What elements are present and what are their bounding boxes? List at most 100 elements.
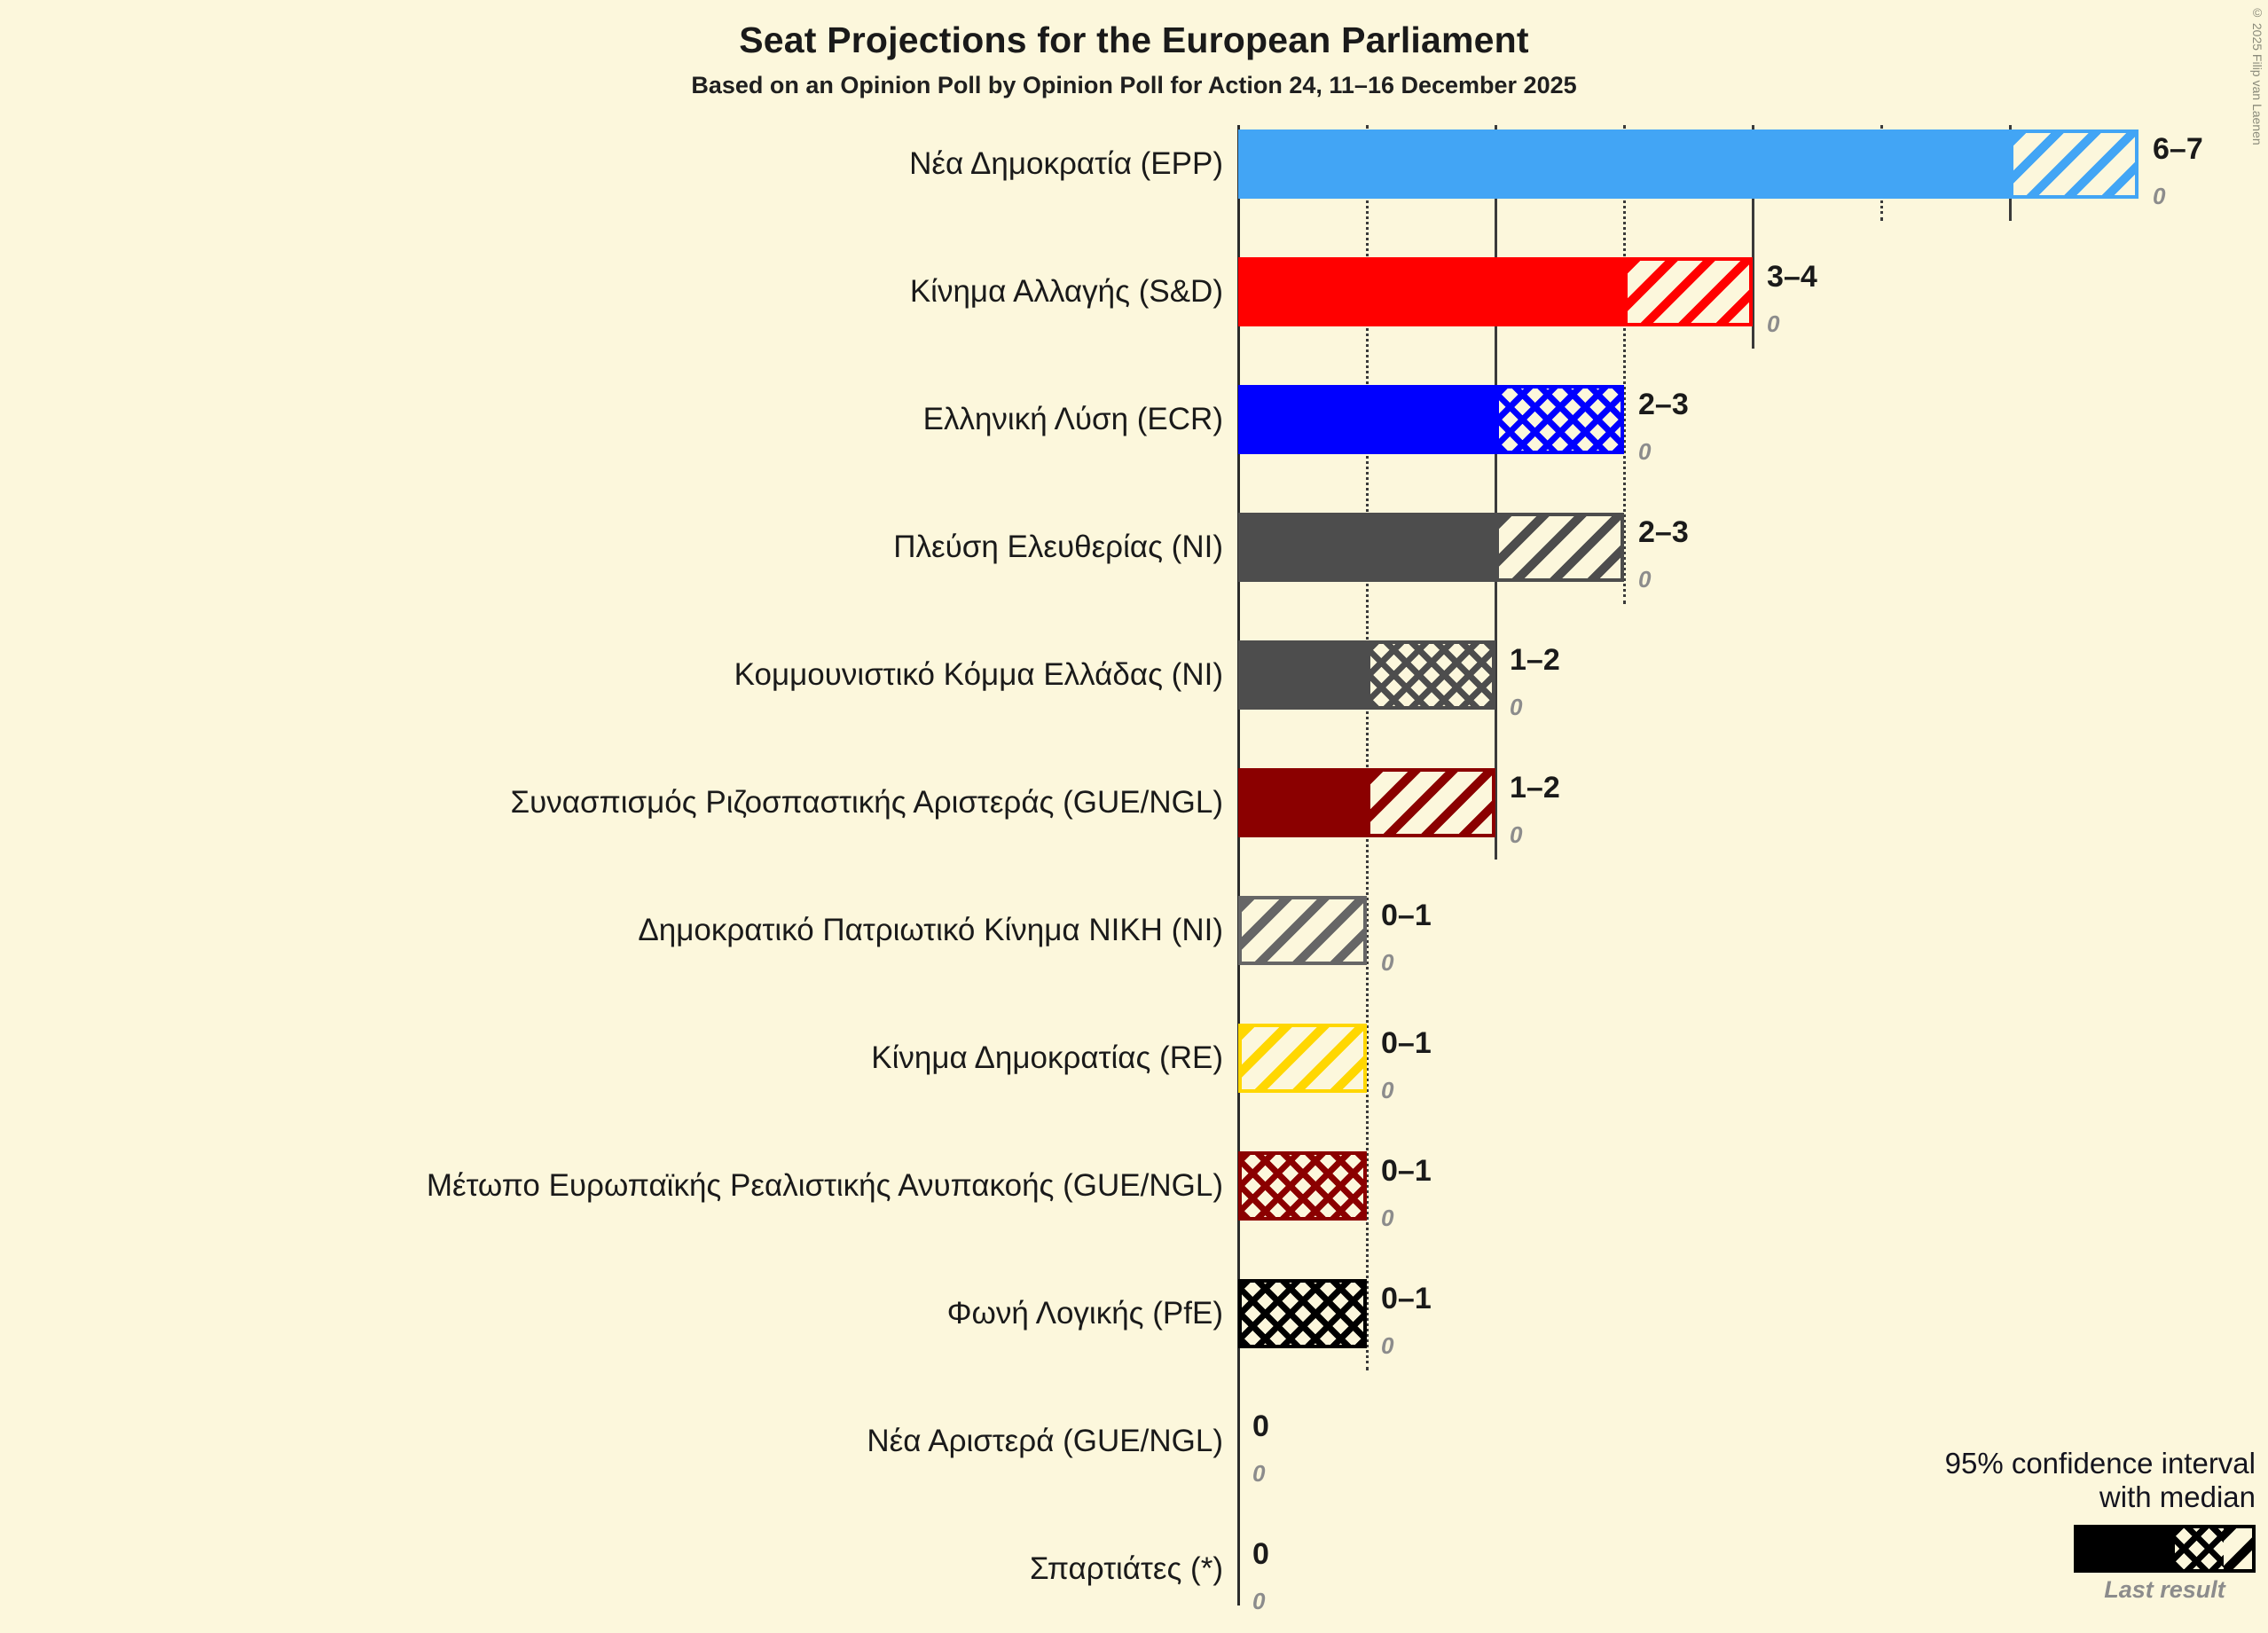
value-stack: 0–1 0 bbox=[1381, 1154, 1432, 1230]
party-label: Κίνημα Δημοκρατίας (RE) bbox=[871, 1040, 1223, 1075]
seat-range-label: 6–7 bbox=[2153, 132, 2203, 166]
chart-row: Συνασπισμός Ριζοσπαστικής Αριστεράς (GUE… bbox=[0, 739, 2268, 867]
bar-zone: 2–3 0 bbox=[1238, 356, 2268, 483]
chart-row: Νέα Αριστερά (GUE/NGL) 0 0 bbox=[0, 1378, 2268, 1505]
last-result-label: 0 bbox=[1638, 566, 1652, 593]
chart-row: Μέτωπο Ευρωπαϊκής Ρεαλιστικής Ανυπακοής … bbox=[0, 1122, 2268, 1250]
last-result-label: 0 bbox=[1510, 821, 1523, 848]
gridline-seat-4 bbox=[1752, 125, 1754, 349]
chart-row: Ελληνική Λύση (ECR) 2–3 0 bbox=[0, 356, 2268, 483]
chart-row: Πλεύση Ελευθερίας (NI) 2–3 0 bbox=[0, 483, 2268, 611]
chart-subtitle: Based on an Opinion Poll by Opinion Poll… bbox=[691, 72, 1577, 98]
chart-row: Νέα Δημοκρατία (EPP) 6–7 0 bbox=[0, 100, 2268, 228]
bar-confidence-hatch bbox=[1495, 513, 1624, 582]
seat-range-label: 0 bbox=[1252, 1537, 1269, 1571]
bar-solid bbox=[1238, 768, 1367, 837]
chart-rows: Νέα Δημοκρατία (EPP) 6–7 0 Κίνημα Αλλαγής (… bbox=[0, 100, 2268, 1633]
bar-confidence-hatch bbox=[1495, 385, 1624, 454]
bar-zone: 0–1 0 bbox=[1238, 867, 2268, 994]
legend-median-label: with median bbox=[2099, 1480, 2256, 1513]
last-result-label: 0 bbox=[1381, 949, 1394, 976]
gridline-seat-3 bbox=[1623, 125, 1626, 604]
chart-row: Κίνημα Αλλαγής (S&D) 3–4 0 bbox=[0, 228, 2268, 356]
value-stack: 3–4 0 bbox=[1767, 260, 1817, 336]
bar-zone: 1–2 0 bbox=[1238, 739, 2268, 867]
bar-confidence-hatch bbox=[1238, 1024, 1367, 1093]
gridline-seat-2 bbox=[1495, 125, 1497, 860]
party-label: Ελληνική Λύση (ECR) bbox=[922, 402, 1223, 436]
bar-solid bbox=[1238, 257, 1624, 326]
value-stack: 1–2 0 bbox=[1510, 771, 1560, 847]
bar-solid bbox=[1238, 640, 1367, 710]
gridline-seat-1 bbox=[1366, 125, 1369, 1370]
last-result-label: 0 bbox=[2153, 183, 2166, 209]
last-result-label: 0 bbox=[1381, 1205, 1394, 1231]
bar-zone: 0–1 0 bbox=[1238, 1250, 2268, 1378]
bar: 2–3 0 bbox=[1238, 513, 2268, 592]
value-stack: 0–1 0 bbox=[1381, 1282, 1432, 1358]
bar-solid bbox=[1238, 385, 1495, 454]
chart-row: Δημοκρατικό Πατριωτικό Κίνημα ΝΙΚΗ (NI) 0… bbox=[0, 867, 2268, 994]
last-result-label: 0 bbox=[1381, 1077, 1394, 1103]
value-stack: 2–3 0 bbox=[1638, 515, 1689, 592]
bar-solid bbox=[1238, 130, 2010, 199]
bar-zone: 6–7 0 bbox=[1238, 100, 2268, 228]
legend-ci-label: 95% confidence interval bbox=[1944, 1447, 2256, 1480]
bar-confidence-hatch bbox=[1238, 1151, 1367, 1221]
seat-range-label: 0 bbox=[1252, 1409, 1269, 1443]
bar-solid bbox=[1238, 513, 1495, 582]
bar-zone: 1–2 0 bbox=[1238, 611, 2268, 739]
bar: 3–4 0 bbox=[1238, 257, 2268, 336]
party-label: Νέα Δημοκρατία (EPP) bbox=[909, 146, 1223, 181]
copyright-notice: © 2025 Filip van Laenen bbox=[2250, 5, 2264, 145]
bar: 1–2 0 bbox=[1238, 768, 2268, 847]
legend-sample-bar bbox=[2074, 1525, 2256, 1573]
bar-confidence-hatch bbox=[1367, 768, 1495, 837]
party-label: Φωνή Λογικής (PfE) bbox=[946, 1296, 1223, 1331]
seat-range-label: 0–1 bbox=[1381, 1154, 1432, 1188]
party-label: Νέα Αριστερά (GUE/NGL) bbox=[867, 1424, 1223, 1458]
value-stack: 0–1 0 bbox=[1381, 1026, 1432, 1103]
chart-row: Κομμουνιστικό Κόμμα Ελλάδας (NI) 1–2 0 bbox=[0, 611, 2268, 739]
seat-range-label: 1–2 bbox=[1510, 771, 1560, 805]
bar-confidence-hatch bbox=[1624, 257, 1753, 326]
last-result-label: 0 bbox=[1767, 310, 1780, 337]
bar-confidence-hatch bbox=[1238, 1279, 1367, 1348]
legend-diagonal-sample bbox=[2224, 1528, 2252, 1569]
bar-zone: 0–1 0 bbox=[1238, 994, 2268, 1122]
party-label: Δημοκρατικό Πατριωτικό Κίνημα ΝΙΚΗ (NI) bbox=[638, 913, 1223, 947]
legend: 95% confidence interval with median Last… bbox=[1848, 1447, 2256, 1604]
party-label: Σπαρτιάτες (*) bbox=[1029, 1551, 1223, 1586]
party-label: Μέτωπο Ευρωπαϊκής Ρεαλιστικής Ανυπακοής … bbox=[426, 1168, 1223, 1203]
legend-last-result-label: Last result bbox=[2104, 1576, 2225, 1603]
last-result-label: 0 bbox=[1252, 1588, 1266, 1614]
legend-solid-sample bbox=[2077, 1528, 2175, 1569]
bar-confidence-hatch bbox=[1367, 640, 1495, 710]
bar: 1–2 0 bbox=[1238, 640, 2268, 719]
bar: 2–3 0 bbox=[1238, 385, 2268, 464]
seat-range-label: 0–1 bbox=[1381, 1282, 1432, 1315]
last-result-label: 0 bbox=[1510, 694, 1523, 720]
party-label: Κομμουνιστικό Κόμμα Ελλάδας (NI) bbox=[734, 657, 1223, 692]
bar-zone: 2–3 0 bbox=[1238, 483, 2268, 611]
value-stack: 2–3 0 bbox=[1638, 388, 1689, 464]
party-label: Κίνημα Αλλαγής (S&D) bbox=[909, 274, 1223, 309]
legend-crosshatch-sample bbox=[2175, 1528, 2224, 1569]
bar-confidence-hatch bbox=[1238, 896, 1367, 965]
seat-range-label: 3–4 bbox=[1767, 260, 1817, 294]
chart-row: Σπαρτιάτες (*) 0 0 bbox=[0, 1505, 2268, 1633]
bar: 0–1 0 bbox=[1238, 896, 2268, 975]
value-stack: 6–7 0 bbox=[2153, 132, 2203, 208]
party-label: Πλεύση Ελευθερίας (NI) bbox=[893, 530, 1223, 564]
bar-confidence-hatch bbox=[2010, 130, 2139, 199]
bar: 6–7 0 bbox=[1238, 130, 2268, 208]
seat-range-label: 2–3 bbox=[1638, 388, 1689, 421]
seat-range-label: 0–1 bbox=[1381, 1026, 1432, 1060]
